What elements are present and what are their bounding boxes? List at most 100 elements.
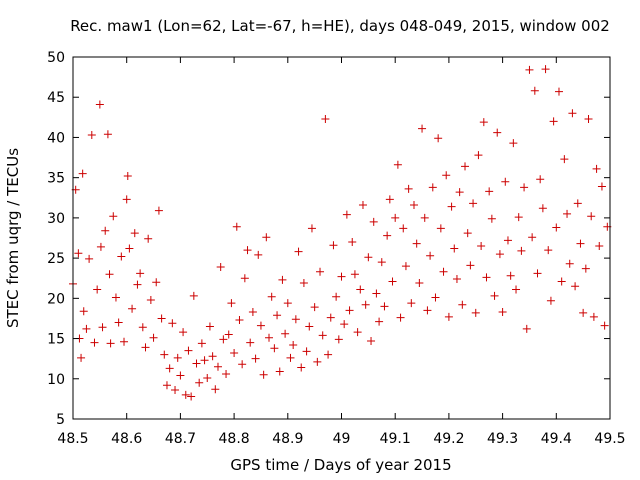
data-point: [141, 343, 150, 352]
data-point: [450, 244, 459, 253]
data-point: [455, 188, 464, 197]
data-point: [109, 212, 118, 221]
data-point: [230, 349, 239, 358]
data-point: [557, 277, 566, 286]
data-point: [222, 369, 231, 378]
data-point: [251, 354, 260, 363]
data-point: [173, 353, 182, 362]
data-point: [353, 328, 362, 337]
data-point: [189, 291, 198, 300]
data-point: [423, 306, 432, 315]
data-point: [138, 323, 147, 332]
data-point: [96, 242, 105, 251]
data-point: [187, 392, 196, 401]
data-point: [310, 303, 319, 312]
data-point: [87, 131, 96, 140]
data-point: [493, 128, 502, 137]
x-tick-label: 49.3: [487, 431, 518, 447]
data-point: [520, 183, 529, 192]
data-point: [589, 312, 598, 321]
x-axis-label: GPS time / Days of year 2015: [230, 456, 451, 474]
data-point: [509, 139, 518, 148]
data-point: [420, 213, 429, 222]
y-axis-label: STEC from uqrg / TECUs: [4, 148, 22, 328]
data-point: [78, 169, 87, 178]
data-point: [452, 275, 461, 284]
data-point: [103, 130, 112, 139]
data-point: [372, 289, 381, 298]
data-point: [286, 353, 295, 362]
x-tick-label: 48.9: [272, 431, 303, 447]
data-point: [216, 262, 225, 271]
data-point: [90, 338, 99, 347]
plot-frame: [72, 56, 611, 420]
x-tick-label: 49: [333, 431, 351, 447]
x-tick-label: 48.7: [165, 431, 196, 447]
data-point: [106, 339, 115, 348]
y-tick-label: 30: [47, 211, 65, 227]
data-point: [367, 336, 376, 345]
data-point: [495, 250, 504, 259]
data-point: [342, 210, 351, 219]
data-point: [563, 209, 572, 218]
data-point: [120, 337, 129, 346]
data-point: [477, 242, 486, 251]
data-point: [79, 307, 88, 316]
data-point: [358, 201, 367, 210]
y-tick-label: 40: [47, 130, 65, 146]
data-point: [291, 315, 300, 324]
data-point: [538, 204, 547, 213]
data-point: [270, 344, 279, 353]
data-point: [380, 302, 389, 311]
data-point: [466, 261, 475, 270]
data-point: [305, 322, 314, 331]
x-tick-label: 48.6: [111, 431, 142, 447]
data-point: [278, 275, 287, 284]
data-point: [552, 223, 561, 232]
data-point: [93, 285, 102, 294]
data-point: [479, 118, 488, 127]
data-point: [98, 323, 107, 332]
data-point: [385, 195, 394, 204]
data-point: [345, 306, 354, 315]
data-point: [144, 234, 153, 243]
data-point: [125, 244, 134, 253]
data-point: [114, 318, 123, 327]
data-point: [238, 360, 247, 369]
data-point: [154, 206, 163, 215]
data-point: [391, 213, 400, 222]
data-point: [313, 357, 322, 366]
data-point: [334, 335, 343, 344]
data-point: [522, 324, 531, 333]
data-point: [265, 333, 274, 342]
data-point: [289, 340, 298, 349]
data-point: [326, 313, 335, 322]
y-tick-label: 35: [47, 171, 65, 187]
data-point: [254, 250, 263, 259]
data-point: [329, 241, 338, 250]
axis-ticks: 48.5 48.6 48.7 48.8 48.9 49 49.1 49.2 49.3 49.4 49…: [47, 50, 625, 447]
data-point: [243, 246, 252, 255]
data-point: [565, 259, 574, 268]
data-point: [117, 252, 126, 261]
data-point: [179, 328, 188, 337]
data-point: [407, 299, 416, 308]
data-point: [200, 356, 209, 365]
data-point: [224, 330, 233, 339]
data-point: [281, 329, 290, 338]
x-tick-label: 48.8: [219, 431, 250, 447]
data-point: [111, 293, 120, 302]
data-point: [579, 308, 588, 317]
data-point: [409, 201, 418, 210]
data-point: [195, 378, 204, 387]
y-tick-label: 45: [47, 90, 65, 106]
x-tick-label: 49.5: [594, 431, 625, 447]
data-point: [544, 246, 553, 255]
data-point: [447, 202, 456, 211]
data-points: [69, 65, 612, 401]
data-point: [482, 273, 491, 282]
data-point: [297, 363, 306, 372]
data-point: [399, 224, 408, 233]
data-point: [503, 236, 512, 245]
data-point: [536, 175, 545, 184]
